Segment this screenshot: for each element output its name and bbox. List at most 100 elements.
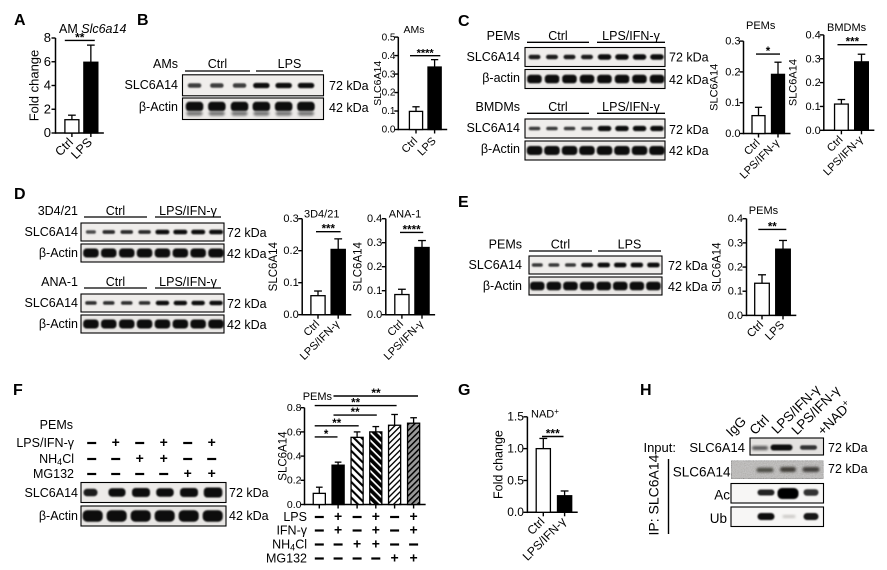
svg-text:AM Slc6a14: AM Slc6a14: [59, 22, 126, 36]
svg-text:IFN-γ: IFN-γ: [276, 524, 307, 538]
svg-text:72 kDa: 72 kDa: [669, 123, 709, 137]
svg-text:G: G: [458, 382, 470, 399]
svg-text:**: **: [351, 407, 360, 419]
svg-text:42 kDa: 42 kDa: [668, 280, 708, 294]
svg-text:0.0: 0.0: [382, 125, 396, 136]
svg-text:Ctrl: Ctrl: [548, 29, 567, 43]
svg-text:42 kDa: 42 kDa: [669, 73, 709, 87]
svg-text:SLC6A14: SLC6A14: [372, 61, 384, 106]
svg-text:+: +: [334, 522, 342, 538]
svg-text:+: +: [410, 522, 418, 538]
svg-text:0.3: 0.3: [725, 36, 740, 48]
svg-text:Ctrl: Ctrl: [551, 238, 570, 252]
svg-text:LPS/IFN-γ: LPS/IFN-γ: [159, 275, 217, 289]
svg-text:*: *: [766, 46, 771, 58]
svg-text:LPS/IFN-γ: LPS/IFN-γ: [16, 436, 74, 450]
svg-text:42 kDa: 42 kDa: [227, 247, 267, 261]
svg-text:SLC6A14: SLC6A14: [709, 64, 721, 111]
svg-text:0.1: 0.1: [728, 286, 743, 298]
svg-text:SLC6A14: SLC6A14: [689, 440, 745, 455]
svg-text:ANA-1: ANA-1: [389, 209, 421, 221]
svg-text:PEMs: PEMs: [487, 29, 520, 43]
svg-text:0.4: 0.4: [367, 213, 382, 225]
svg-text:F: F: [13, 382, 23, 399]
svg-text:3D4/21: 3D4/21: [38, 204, 78, 218]
svg-text:C: C: [458, 13, 470, 30]
svg-text:β-actin: β-actin: [482, 71, 520, 85]
svg-text:0.1: 0.1: [806, 101, 821, 113]
svg-text:+: +: [136, 450, 144, 466]
svg-text:NAD+: NAD+: [531, 407, 559, 421]
svg-text:MG132: MG132: [266, 552, 307, 566]
svg-text:72 kDa: 72 kDa: [227, 226, 267, 240]
svg-text:PEMs: PEMs: [746, 20, 776, 32]
svg-text:β-Actin: β-Actin: [39, 509, 78, 523]
svg-text:SLC6A14: SLC6A14: [466, 50, 520, 64]
svg-text:2: 2: [44, 101, 51, 116]
svg-text:MG132: MG132: [33, 467, 74, 481]
svg-text:BMDMs: BMDMs: [476, 100, 520, 114]
svg-text:0.2: 0.2: [283, 245, 298, 257]
svg-text:72 kDa: 72 kDa: [227, 297, 267, 311]
svg-text:+: +: [334, 508, 342, 524]
svg-text:SLC6A14: SLC6A14: [24, 296, 78, 310]
svg-text:0.2: 0.2: [367, 261, 382, 273]
svg-text:0.5: 0.5: [382, 32, 396, 43]
svg-text:42 kDa: 42 kDa: [669, 144, 709, 158]
svg-text:Ub: Ub: [710, 511, 727, 526]
svg-text:A: A: [14, 12, 26, 29]
svg-text:SLC6A14: SLC6A14: [712, 242, 724, 292]
svg-text:****: ****: [403, 224, 421, 236]
svg-text:72 kDa: 72 kDa: [668, 259, 708, 273]
svg-text:**: **: [371, 386, 381, 400]
svg-text:SLC6A14: SLC6A14: [466, 121, 520, 135]
svg-text:SLC6A14: SLC6A14: [353, 241, 365, 291]
svg-text:0.3: 0.3: [806, 53, 821, 65]
svg-text:+: +: [372, 522, 380, 538]
svg-text:4: 4: [44, 78, 51, 93]
svg-text:+: +: [353, 536, 361, 552]
svg-text:Ctrl: Ctrl: [106, 204, 125, 218]
svg-text:PEMs: PEMs: [749, 205, 779, 217]
svg-text:1.0: 1.0: [507, 441, 524, 455]
svg-text:LPS: LPS: [283, 510, 307, 524]
svg-text:42 kDa: 42 kDa: [229, 509, 269, 523]
svg-text:Fold change: Fold change: [492, 430, 506, 499]
svg-text:***: ***: [322, 224, 336, 236]
svg-text:0.4: 0.4: [287, 450, 302, 462]
svg-text:Input:: Input:: [643, 440, 676, 455]
svg-text:+: +: [208, 434, 216, 450]
svg-text:0.3: 0.3: [283, 213, 298, 225]
svg-text:0.0: 0.0: [283, 309, 298, 321]
svg-text:+: +: [391, 550, 399, 566]
svg-text:PEMs: PEMs: [40, 418, 73, 432]
svg-text:0.4: 0.4: [728, 213, 743, 225]
svg-text:SLC6A14: SLC6A14: [24, 225, 78, 239]
svg-text:SLC6A14: SLC6A14: [468, 258, 522, 272]
svg-text:0.6: 0.6: [287, 426, 302, 438]
svg-text:SLC6A14: SLC6A14: [268, 241, 280, 291]
svg-text:8: 8: [44, 30, 51, 45]
svg-text:Ctrl: Ctrl: [106, 275, 125, 289]
svg-text:SLC6A14: SLC6A14: [278, 431, 290, 481]
svg-text:0.2: 0.2: [806, 77, 821, 89]
svg-text:BMDMs: BMDMs: [827, 22, 867, 34]
svg-text:0.3: 0.3: [367, 237, 382, 249]
svg-text:****: ****: [417, 48, 435, 60]
svg-text:0.0: 0.0: [728, 310, 743, 322]
svg-text:0.1: 0.1: [725, 97, 740, 109]
svg-text:Ac: Ac: [714, 488, 730, 503]
svg-text:0.1: 0.1: [367, 285, 382, 297]
svg-text:72 kDa: 72 kDa: [669, 51, 709, 65]
svg-text:0.0: 0.0: [367, 309, 382, 321]
svg-text:+: +: [208, 465, 216, 481]
svg-text:0.2: 0.2: [287, 475, 302, 487]
svg-text:0: 0: [44, 125, 51, 140]
svg-text:**: **: [351, 398, 360, 410]
svg-text:SLC6A14: SLC6A14: [124, 78, 178, 92]
svg-text:42 kDa: 42 kDa: [227, 318, 267, 332]
svg-text:0.0: 0.0: [287, 499, 302, 511]
svg-text:0.2: 0.2: [725, 66, 740, 78]
svg-text:E: E: [458, 194, 469, 211]
svg-text:**: **: [768, 221, 777, 233]
